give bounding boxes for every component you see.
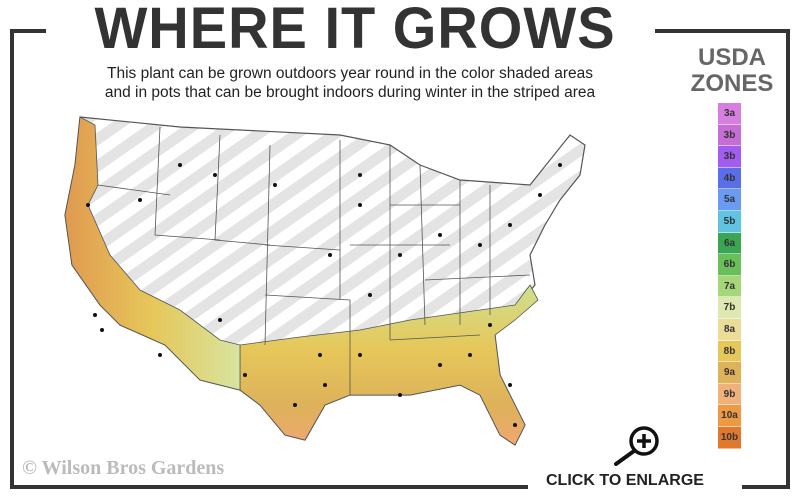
legend-zone-5b: 5b bbox=[718, 210, 741, 233]
frame-right bbox=[786, 29, 790, 489]
city-dots bbox=[86, 163, 562, 427]
outdoor-zone-south bbox=[239, 284, 539, 446]
usda-zone-map[interactable] bbox=[60, 105, 600, 455]
subtitle-line-2: and in pots that can be brought indoors … bbox=[104, 84, 596, 101]
frame-top-right bbox=[655, 29, 790, 33]
legend-zone-4b: 4b bbox=[718, 167, 741, 190]
legend-title: USDA ZONES bbox=[672, 45, 792, 97]
legend-zone-3b: 3b bbox=[718, 146, 741, 168]
subtitle-line-1: This plant can be grown outdoors year ro… bbox=[107, 65, 593, 82]
legend-zone-6a: 6a bbox=[718, 232, 741, 255]
legend-zone-3a: 3a bbox=[718, 103, 741, 125]
legend-zone-3b: 3b bbox=[718, 124, 741, 147]
frame-top-left bbox=[10, 29, 46, 33]
zone-legend: 3a 3b 3b 4b 5a 5b 6a 6b 7a 7b 8a 8b 9a 9b 10a 10b bbox=[718, 103, 741, 449]
page-title: WHERE IT GROWS bbox=[94, 0, 616, 61]
legend-title-line-1: USDA bbox=[697, 44, 766, 71]
legend-zone-9b: 9b bbox=[718, 383, 741, 406]
legend-title-line-2: ZONES bbox=[690, 70, 774, 97]
zoom-in-icon bbox=[614, 426, 659, 466]
legend-zone-10a: 10a bbox=[718, 405, 741, 427]
click-to-enlarge-label: CLICK TO ENLARGE bbox=[546, 472, 704, 489]
legend-zone-5a: 5a bbox=[718, 189, 741, 211]
legend-zone-7a: 7a bbox=[718, 275, 741, 298]
subtitle: This plant can be grown outdoors year ro… bbox=[40, 64, 660, 102]
frame-bottom-left bbox=[10, 485, 528, 489]
frame-left bbox=[10, 29, 14, 489]
legend-zone-8b: 8b bbox=[718, 340, 741, 363]
copyright: © Wilson Bros Gardens bbox=[22, 457, 225, 479]
legend-zone-6b: 6b bbox=[718, 254, 741, 276]
state-borders bbox=[97, 126, 531, 395]
legend-zone-10b: 10b bbox=[718, 426, 741, 449]
legend-zone-7b: 7b bbox=[718, 297, 741, 319]
legend-zone-8a: 8a bbox=[718, 318, 741, 341]
legend-zone-9a: 9a bbox=[718, 362, 741, 384]
click-to-enlarge-button[interactable]: CLICK TO ENLARGE bbox=[530, 419, 740, 494]
frame-bottom-right bbox=[742, 485, 790, 489]
